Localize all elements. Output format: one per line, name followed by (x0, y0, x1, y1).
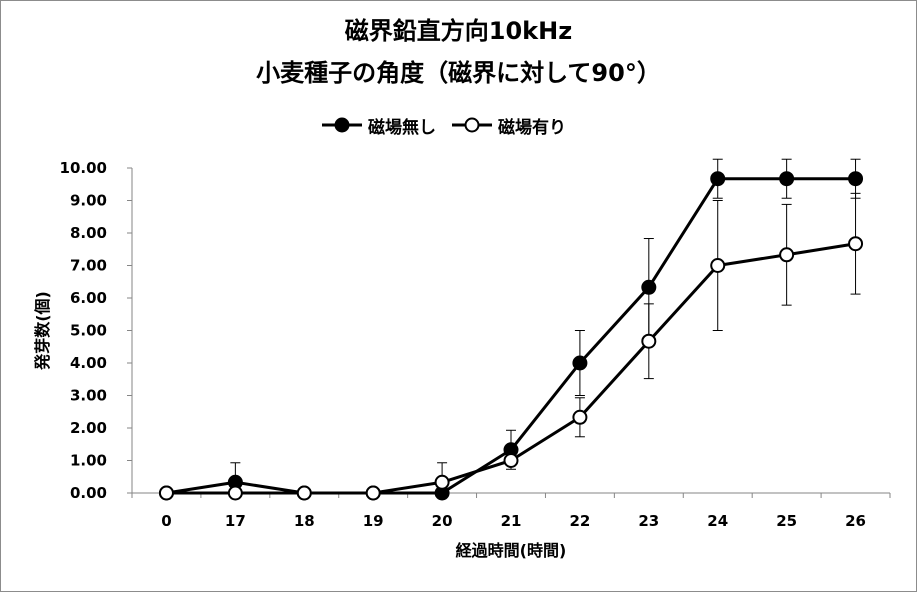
data-point-series-1 (710, 258, 726, 273)
data-point-series-1 (779, 247, 795, 263)
data-point-series-0 (779, 171, 795, 187)
chart-title: 磁界鉛直方向10kHz (344, 17, 573, 45)
legend-marker-open-icon (452, 117, 492, 133)
x-tick-label: 24 (707, 512, 728, 530)
x-tick-label: 0 (161, 512, 171, 530)
legend-item-with-field: 磁場有り (450, 113, 566, 138)
y-tick-label: 1.00 (70, 452, 107, 470)
legend-label-with-field: 磁場有り (498, 117, 566, 138)
legend: 磁場無し 磁場有り (320, 112, 580, 138)
data-point-series-0 (572, 355, 588, 371)
data-point-series-1 (365, 485, 381, 501)
y-tick-label: 3.00 (70, 387, 107, 405)
x-tick-label: 19 (363, 512, 384, 530)
x-tick-label: 20 (432, 512, 453, 530)
error-bars (230, 158, 861, 494)
y-tick-label: 2.00 (70, 419, 107, 437)
series-markers (158, 171, 864, 501)
data-point-series-1 (158, 485, 174, 501)
data-point-series-1 (296, 485, 312, 501)
legend-label-no-field: 磁場無し (368, 117, 436, 138)
x-tick-label: 26 (845, 512, 866, 530)
x-tick-label: 22 (569, 512, 590, 530)
data-point-series-0 (848, 171, 864, 187)
x-tick-label: 17 (225, 512, 246, 530)
y-axis-title: 発芽数(個) (33, 291, 52, 371)
y-tick-label: 6.00 (70, 289, 107, 307)
chart-subtitle: 小麦種子の角度（磁界に対して90°） (256, 59, 661, 87)
x-tick-label: 25 (776, 512, 797, 530)
legend-item-no-field: 磁場無し (320, 113, 436, 138)
y-tick-label: 8.00 (70, 224, 107, 242)
x-tick-label: 21 (501, 512, 522, 530)
data-point-series-1 (641, 333, 657, 349)
data-point-series-1 (503, 453, 519, 468)
y-tick-label: 10.00 (60, 159, 107, 177)
y-tick-label: 9.00 (70, 192, 107, 210)
y-tick-label: 7.00 (70, 257, 107, 275)
data-point-series-0 (641, 279, 657, 295)
y-tick-label: 5.00 (70, 322, 107, 340)
data-point-series-0 (710, 171, 726, 187)
tick-labels: 0.00 1.00 2.00 3.00 4.00 5.00 6.00 7.00 8.00 9.00… (33, 159, 866, 560)
data-point-series-1 (227, 485, 243, 501)
legend-marker-filled-icon (322, 117, 362, 133)
x-tick-label: 23 (638, 512, 659, 530)
y-tick-label: 4.00 (70, 354, 107, 372)
data-point-series-1 (572, 409, 588, 425)
x-tick-label: 18 (294, 512, 315, 530)
data-point-series-1 (434, 474, 450, 490)
data-point-series-1 (848, 236, 864, 252)
x-axis-title: 経過時間(時間) (456, 541, 567, 560)
y-tick-label: 0.00 (70, 484, 107, 502)
